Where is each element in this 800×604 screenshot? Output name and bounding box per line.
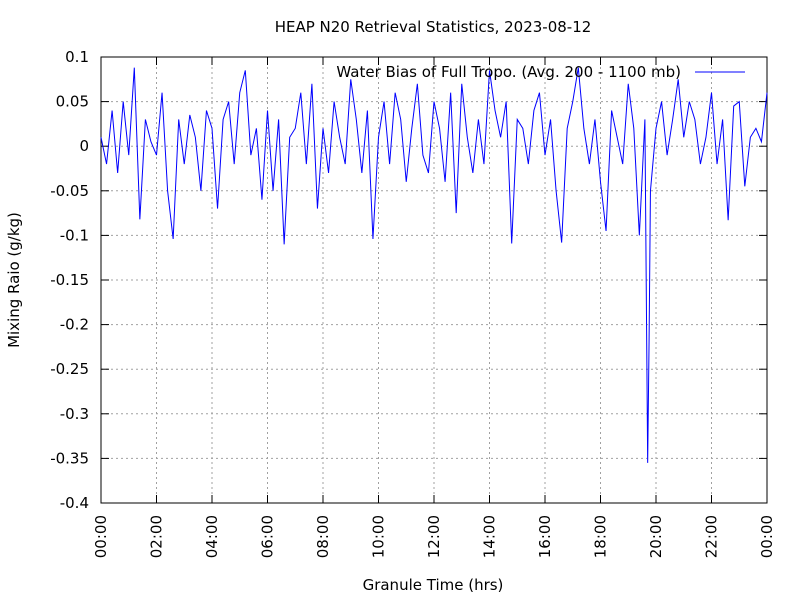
y-tick-label: -0.1: [60, 226, 89, 244]
plot-frame: [100, 56, 768, 504]
x-tick-label: 12:00: [425, 515, 443, 558]
chart-title: HEAP N20 Retrieval Statistics, 2023-08-1…: [275, 18, 592, 36]
y-tick-label: -0.15: [50, 271, 89, 289]
x-tick-label: 04:00: [203, 515, 221, 558]
y-tick-label: -0.2: [60, 316, 89, 334]
x-tick-label: 08:00: [314, 515, 332, 558]
x-tick-label: 14:00: [481, 515, 499, 558]
x-tick-label: 18:00: [592, 515, 610, 558]
y-tick-label: -0.05: [50, 182, 89, 200]
y-tick-label: -0.25: [50, 360, 89, 378]
x-tick-label: 10:00: [370, 515, 388, 558]
y-tick-label: -0.4: [60, 494, 89, 512]
x-axis-label: Granule Time (hrs): [363, 576, 504, 594]
y-tick-label: 0.05: [56, 93, 89, 111]
x-tick-label: 00:00: [92, 515, 110, 558]
y-axis-label: Mixing Raio (g/kg): [5, 212, 23, 348]
y-tick-label: 0: [79, 137, 89, 155]
x-tick-label: 00:00: [758, 515, 776, 558]
y-tick-label: -0.3: [60, 405, 89, 423]
x-tick-label: 02:00: [148, 515, 166, 558]
x-tick-label: 20:00: [647, 515, 665, 558]
y-tick-label: 0.1: [65, 48, 89, 66]
x-tick-label: 16:00: [536, 515, 554, 558]
y-tick-label: -0.35: [50, 449, 89, 467]
x-tick-label: 22:00: [703, 515, 721, 558]
x-tick-label: 06:00: [259, 515, 277, 558]
data-line: [100, 67, 768, 463]
legend-label: Water Bias of Full Tropo. (Avg. 200 - 11…: [336, 63, 681, 81]
